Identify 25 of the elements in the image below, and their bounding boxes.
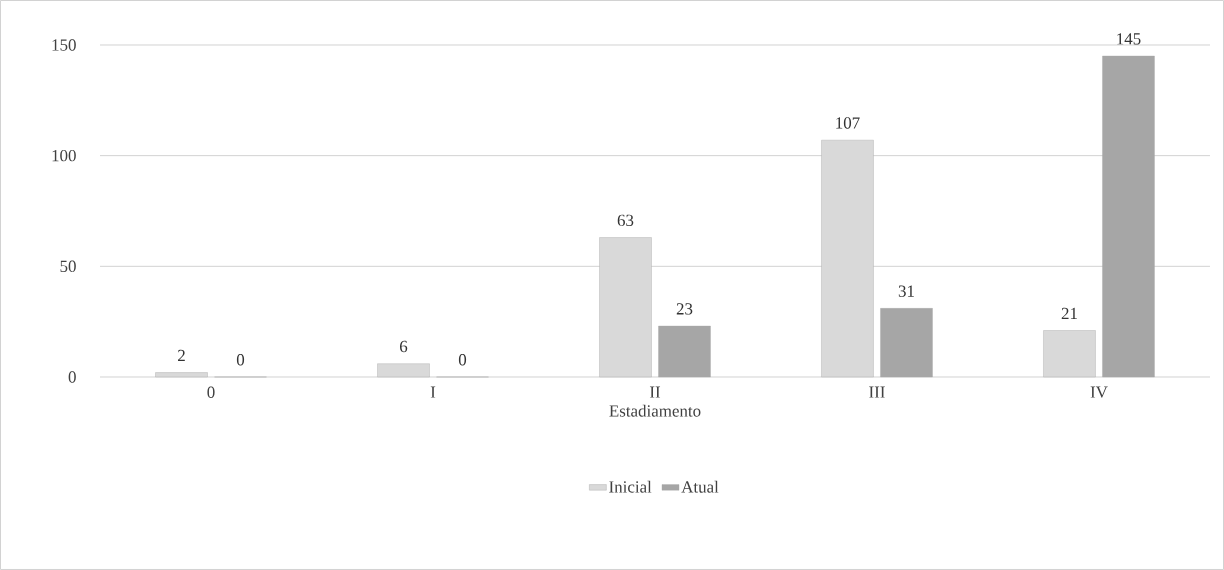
data-label: 21 (1061, 307, 1077, 319)
y-tick-label: 50 (60, 260, 76, 273)
bar (1102, 55, 1155, 378)
x-tick-label: III (869, 386, 885, 398)
bar (658, 325, 711, 378)
data-label: 6 (400, 340, 408, 353)
y-tick-label: 100 (52, 149, 76, 162)
y-tick-label: 0 (68, 371, 76, 383)
x-tick-label: IV (1090, 386, 1108, 398)
data-label: 107 (836, 117, 860, 129)
data-label: 0 (236, 354, 245, 366)
y-tick-label: 150 (52, 39, 76, 51)
data-label: 63 (617, 214, 634, 227)
data-label: 0 (458, 354, 467, 366)
data-label: 145 (1117, 33, 1141, 45)
legend-label: Atual (681, 480, 719, 493)
data-label: 2 (178, 349, 185, 362)
bar (880, 308, 933, 378)
data-label: 31 (898, 285, 914, 297)
data-label: 23 (676, 303, 693, 315)
x-axis-title: Estadiamento (609, 404, 701, 417)
x-tick-label: I (430, 386, 436, 398)
x-tick-label: 0 (207, 386, 215, 398)
x-tick-label: II (649, 386, 661, 398)
legend-label: Inicial (609, 480, 652, 493)
